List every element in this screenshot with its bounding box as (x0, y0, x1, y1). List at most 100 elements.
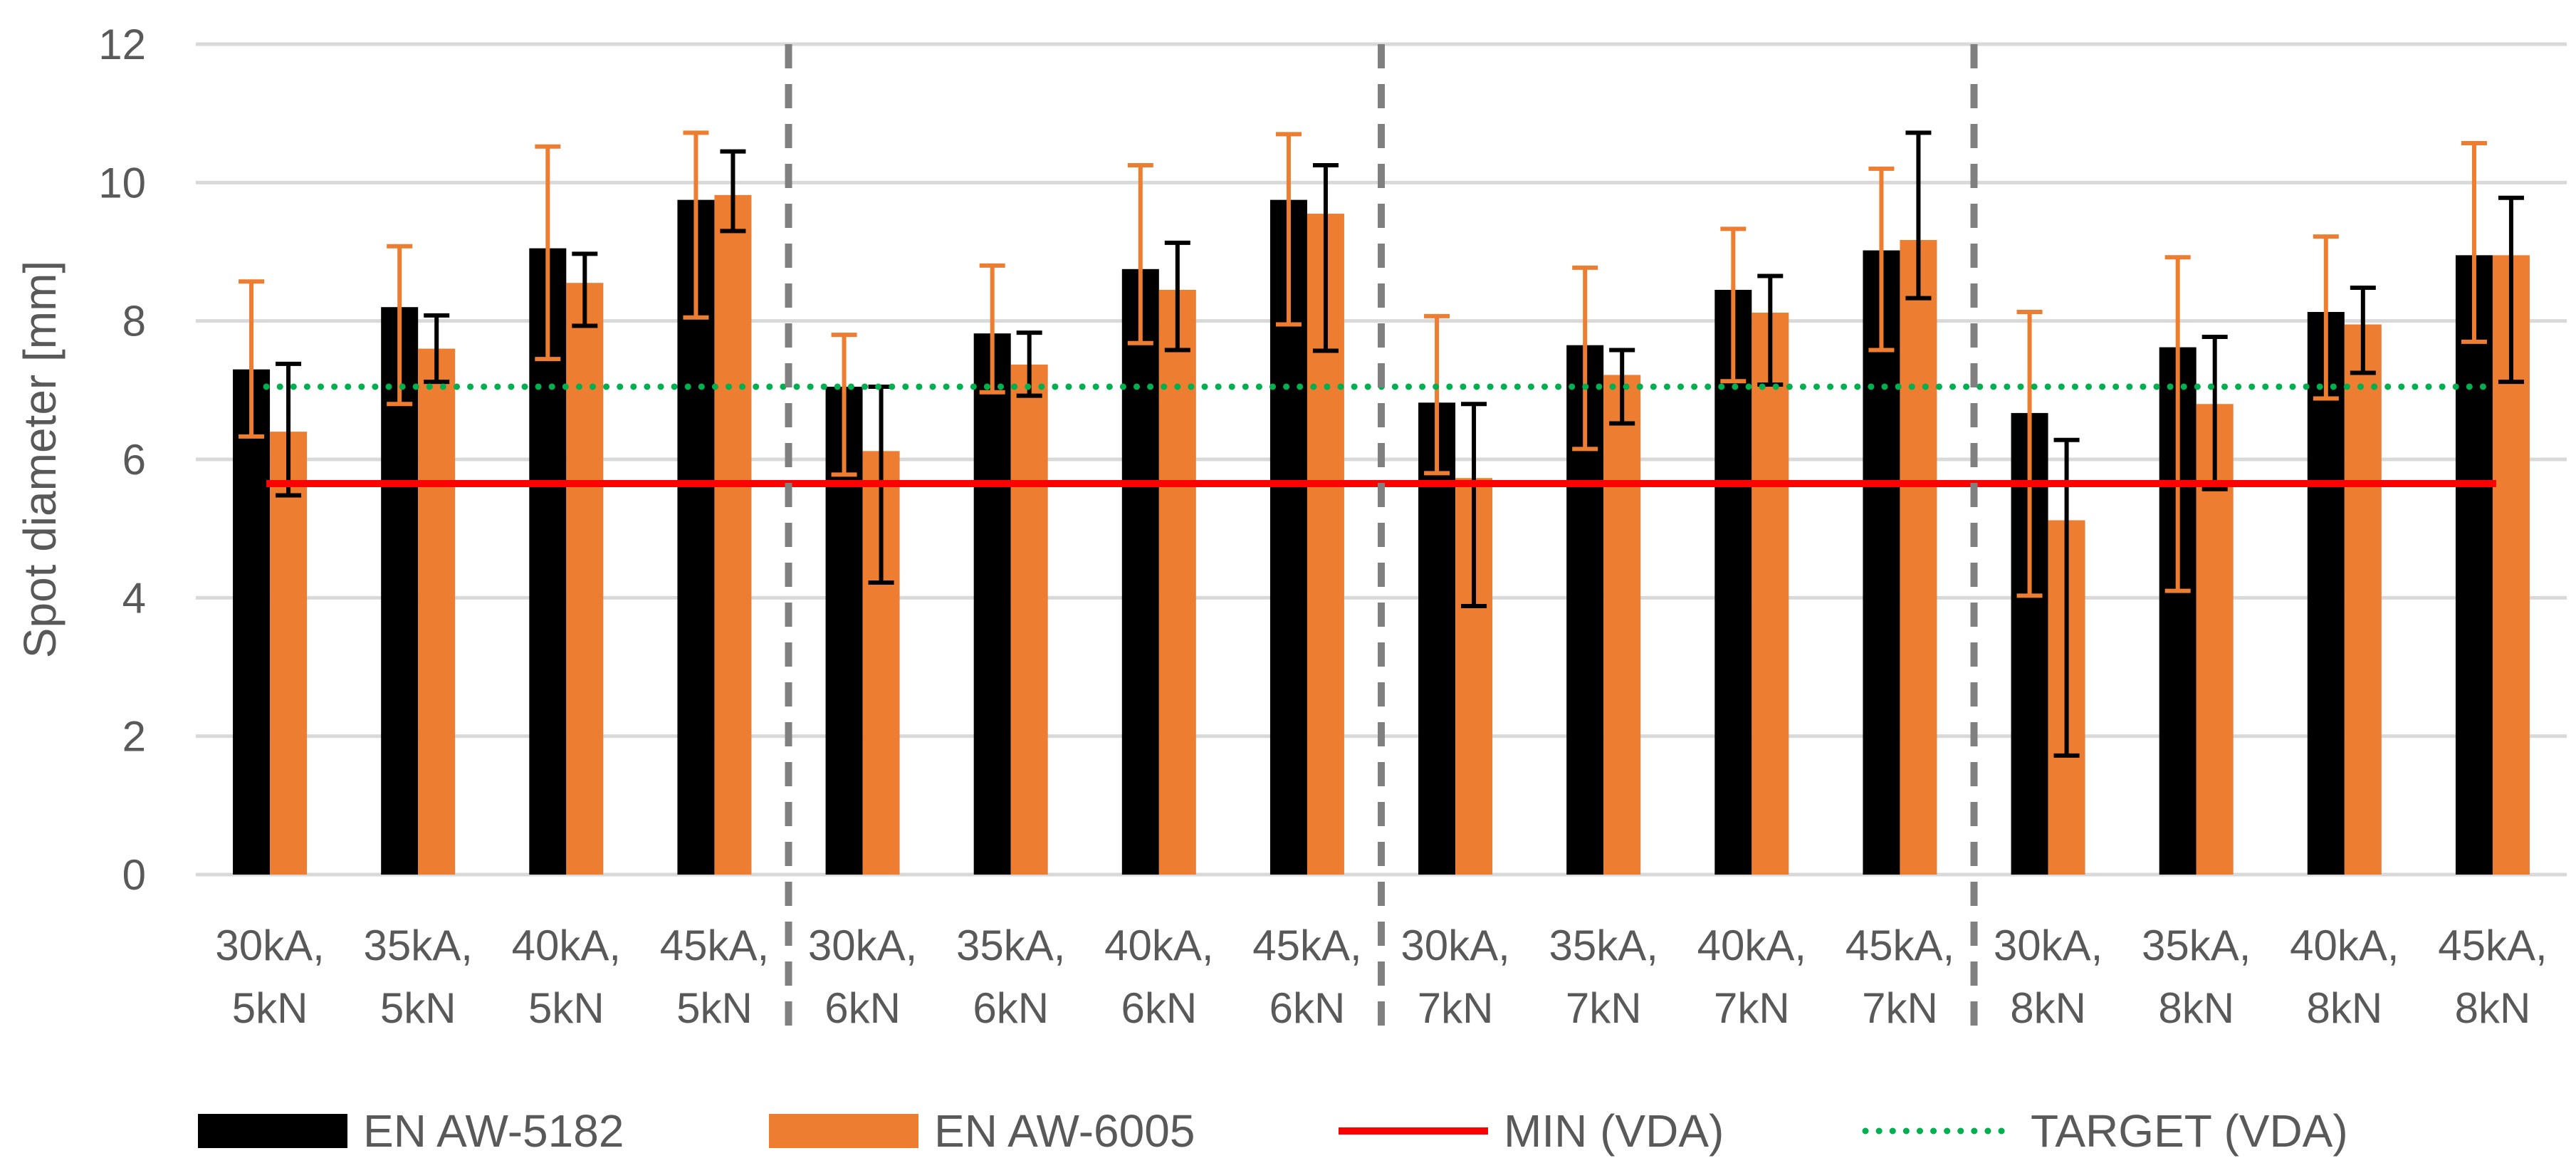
error-bar (387, 244, 413, 407)
error-bar (1609, 348, 1635, 426)
x-tick-label: 6kN (973, 984, 1049, 1032)
x-tick-label: 6kN (824, 984, 901, 1032)
y-tick-label: 12 (98, 21, 146, 68)
legend-swatch (769, 1114, 918, 1148)
x-tick-label: 7kN (1714, 984, 1790, 1032)
x-tick-label: 7kN (1566, 984, 1642, 1032)
x-tick-label: 35kA, (2142, 922, 2251, 969)
x-tick-label: 45kA, (2438, 922, 2547, 969)
error-bar (1164, 240, 1190, 353)
bar (1752, 313, 1789, 875)
bar (2344, 324, 2382, 875)
error-bars (239, 130, 2524, 758)
bar (2307, 312, 2345, 875)
x-tick-label: 7kN (1862, 984, 1938, 1032)
bar (270, 432, 308, 875)
x-tick-label: 5kN (380, 984, 456, 1032)
x-tick-label: 8kN (2455, 984, 2531, 1032)
y-tick-label: 10 (98, 159, 146, 207)
bar (418, 348, 456, 875)
x-tick-label: 35kA, (1549, 922, 1658, 969)
error-bar (2053, 437, 2080, 758)
error-bar (1424, 313, 1450, 476)
bar (714, 194, 752, 875)
x-tick-label: 8kN (2158, 984, 2234, 1032)
y-tick-labels: 0 2 4 6 8 10 12 (98, 21, 146, 899)
error-bar (1461, 402, 1487, 608)
error-bar (239, 279, 265, 439)
x-tick-label: 8kN (2306, 984, 2382, 1032)
x-tick-label: 40kA, (512, 922, 621, 969)
error-bar (1312, 163, 1339, 353)
bar (233, 369, 271, 875)
legend-label: EN AW-5182 (363, 1105, 624, 1157)
error-bar (683, 130, 709, 320)
error-bar (2164, 255, 2191, 593)
x-tick-label: 40kA, (1697, 922, 1806, 969)
x-tick-label: 45kA, (1252, 922, 1361, 969)
error-bar (2016, 310, 2043, 598)
error-bar (1720, 226, 1747, 384)
bar (1603, 375, 1641, 875)
x-tick-label: 30kA, (1994, 922, 2103, 969)
x-tick-label: 7kN (1418, 984, 1494, 1032)
x-tick-label: 35kA, (956, 922, 1065, 969)
x-tick-label: 30kA, (1400, 922, 1509, 969)
legend-label: TARGET (VDA) (2031, 1105, 2348, 1157)
legend-label: MIN (VDA) (1504, 1105, 1724, 1157)
error-bar (979, 263, 1005, 395)
x-tick-label: 5kN (676, 984, 753, 1032)
x-tick-label: 35kA, (363, 922, 472, 969)
legend-item: MIN (VDA) (1339, 1105, 1724, 1157)
legend: EN AW-5182 EN AW-6005 MIN (VDA) TARGET (VDA… (198, 1105, 2348, 1157)
error-bar (720, 149, 746, 234)
x-tick-label: 30kA, (808, 922, 917, 969)
y-tick-label: 4 (122, 574, 146, 622)
x-tick-label: 45kA, (1845, 922, 1954, 969)
error-bar (2350, 286, 2376, 375)
bar (1158, 289, 1196, 875)
y-tick-label: 0 (122, 851, 146, 899)
error-bar (831, 333, 857, 477)
legend-swatch (198, 1114, 347, 1148)
x-tick-label: 5kN (528, 984, 604, 1032)
bar (1863, 250, 1900, 875)
category-labels: 30kA, 5kN 35kA, 5kN 40kA, 5kN 45kA, 5kN 30kA, 6kN… (215, 922, 2547, 1032)
bar (1121, 269, 1159, 875)
bar (1900, 239, 1937, 875)
y-tick-label: 2 (122, 713, 146, 761)
bar (1010, 364, 1048, 875)
group-separators (785, 44, 1978, 1036)
error-bar (535, 144, 561, 362)
x-tick-label: 40kA, (2290, 922, 2399, 969)
x-tick-label: 6kN (1121, 984, 1197, 1032)
legend-item: EN AW-6005 (769, 1105, 1195, 1157)
error-bar (1572, 265, 1598, 452)
error-bar (2313, 234, 2339, 401)
legend-item: TARGET (VDA) (1862, 1105, 2348, 1157)
y-tick-label: 8 (122, 298, 146, 345)
x-tick-label: 30kA, (215, 922, 324, 969)
bar (2455, 255, 2493, 875)
error-bar (572, 251, 598, 328)
error-bar (1275, 132, 1302, 327)
x-tick-label: 8kN (2010, 984, 2086, 1032)
error-bar (2461, 140, 2487, 344)
legend-label: EN AW-6005 (934, 1105, 1195, 1157)
error-bar (1868, 166, 1895, 353)
y-tick-label: 6 (122, 436, 146, 484)
error-bar (276, 361, 302, 498)
x-tick-label: 45kA, (660, 922, 769, 969)
error-bar (1127, 163, 1153, 345)
x-tick-label: 5kN (232, 984, 308, 1032)
error-bar (2201, 335, 2228, 491)
error-bar (2498, 195, 2524, 385)
error-bar (1905, 130, 1932, 301)
y-axis-label: Spot diameter [mm] (14, 261, 66, 658)
x-tick-label: 6kN (1269, 984, 1346, 1032)
x-tick-label: 40kA, (1104, 922, 1213, 969)
bar (973, 333, 1011, 875)
bar (566, 283, 604, 875)
error-bar (424, 313, 450, 385)
